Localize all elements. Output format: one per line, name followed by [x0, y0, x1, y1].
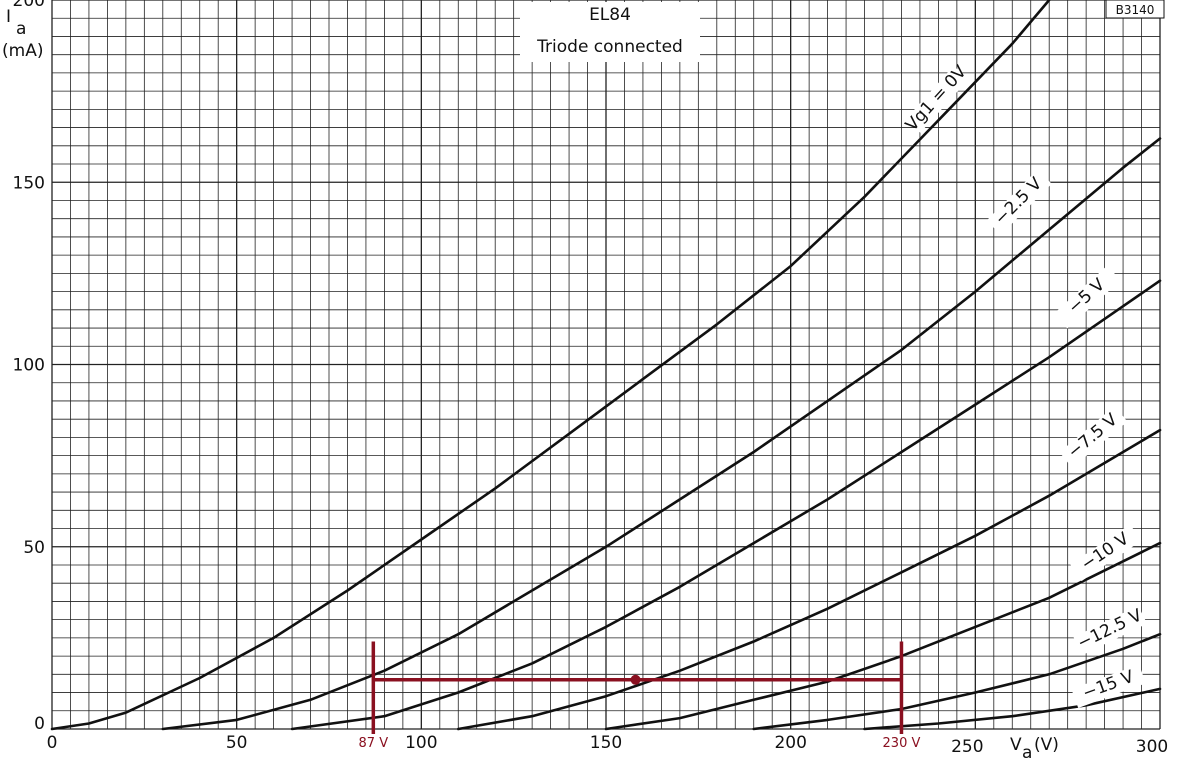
- x-tick-label: 50: [226, 733, 248, 753]
- chart-code: B3140: [1116, 3, 1155, 17]
- curve-series-3: [457, 428, 1162, 731]
- x-tick-label: 0: [47, 733, 58, 753]
- chart-title: EL84: [589, 5, 631, 25]
- x-axis-unit: (V): [1034, 735, 1059, 755]
- left-marker-label-bg: [351, 734, 396, 750]
- x-tick-label: 250: [951, 737, 983, 757]
- y-axis-label: I: [6, 7, 11, 27]
- curve-label-bg: [1070, 524, 1142, 582]
- chart-subtitle: Triode connected: [536, 37, 683, 57]
- x-axis-label-sub: a: [1022, 743, 1032, 763]
- curve-series-5: [752, 632, 1162, 731]
- y-tick-label: 150: [13, 173, 45, 193]
- y-tick-label: 200: [13, 0, 45, 11]
- curve-series-2: [290, 279, 1162, 731]
- curve-label-bg: [905, 65, 969, 133]
- right-marker-label-bg: [877, 734, 926, 750]
- curve-series-6: [863, 687, 1162, 731]
- curve-series-1: [161, 137, 1162, 731]
- curve-label-bg: [1073, 605, 1147, 656]
- curves: [50, 0, 1162, 731]
- right-marker-label: 230 V: [883, 736, 921, 751]
- left-marker-label: 87 V: [359, 736, 389, 751]
- curve-series-0: [50, 0, 1051, 731]
- x-tick-label: 100: [405, 733, 437, 753]
- curve-label-bg: [1071, 664, 1146, 708]
- x-tick-label: 300: [1136, 737, 1168, 757]
- curve-label-6: −15 V: [1080, 667, 1137, 704]
- curve-label-bg: [986, 169, 1052, 235]
- annotations: 87 V 230 V: [351, 641, 926, 751]
- x-tick-label: 200: [774, 733, 806, 753]
- code-box: [1105, 0, 1165, 19]
- y-tick-label: 0: [34, 714, 45, 734]
- grid: [51, 0, 1161, 730]
- y-tick-label: 50: [23, 538, 45, 558]
- curve-label-bg: [1053, 265, 1121, 329]
- curve-label-3: −7.5 V: [1064, 410, 1122, 463]
- y-axis-label-sub: a: [16, 19, 26, 39]
- x-axis-label: V: [1010, 735, 1022, 755]
- title-box: [520, 2, 700, 62]
- operating-point: [630, 674, 641, 685]
- y-axis-unit: (mA): [2, 41, 43, 61]
- curve-label-bg: [1059, 406, 1128, 468]
- y-tick-label: 100: [13, 356, 45, 376]
- x-tick-label: 150: [590, 733, 622, 753]
